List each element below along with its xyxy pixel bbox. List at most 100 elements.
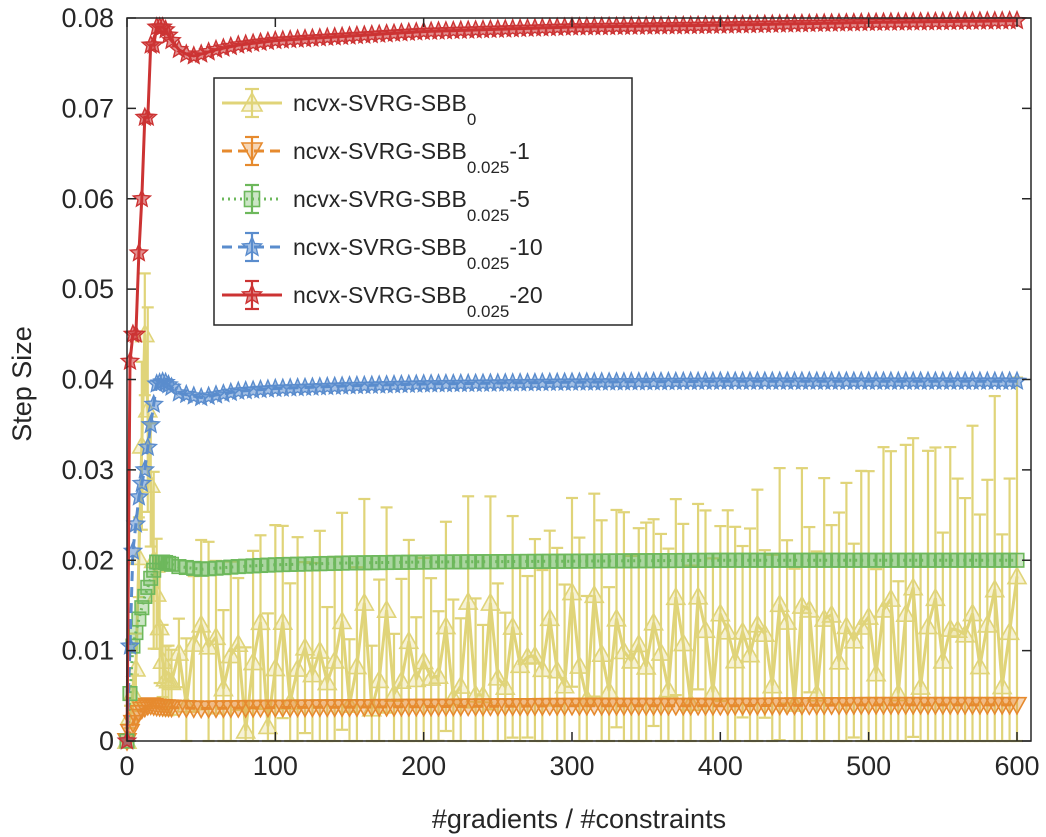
legend-entry-4: ncvx-SVRG-SBB0.025-20 (222, 279, 543, 321)
y-tick-label: 0 (99, 726, 114, 756)
data-point (880, 588, 902, 607)
data-point (665, 586, 687, 606)
data-point (131, 472, 153, 493)
data-point (895, 603, 917, 623)
data-point (294, 636, 316, 656)
data-point (672, 632, 694, 652)
legend-label: ncvx-SVRG-SBB0.025-10 (293, 234, 543, 273)
data-point (695, 619, 716, 639)
data-point (954, 623, 976, 643)
series-0 (116, 272, 1028, 749)
series-1 (116, 696, 1028, 752)
legend-label: ncvx-SVRG-SBB0.025-20 (293, 282, 543, 321)
data-point (873, 599, 894, 618)
data-point (435, 615, 457, 635)
data-point (999, 621, 1020, 641)
legend-label: ncvx-SVRG-SBB0 (293, 90, 476, 129)
data-point (119, 350, 141, 371)
data-point (991, 675, 1013, 695)
data-point (346, 655, 368, 675)
data-point (769, 593, 791, 613)
data-point (161, 671, 182, 691)
data-point (606, 607, 627, 627)
data-point (302, 663, 323, 683)
y-tick-label: 0.06 (61, 184, 114, 214)
legend-label: ncvx-SVRG-SBB0.025-1 (293, 138, 530, 177)
data-point (143, 34, 165, 54)
data-point (368, 669, 390, 689)
y-tick-label: 0.08 (61, 3, 114, 33)
data-point (309, 640, 331, 659)
data-point (761, 674, 783, 694)
y-tick-label: 0.05 (61, 274, 114, 304)
legend-label: ncvx-SVRG-SBB0.025-5 (293, 186, 530, 225)
data-point (442, 686, 464, 706)
data-point (902, 576, 924, 596)
data-point (235, 720, 257, 739)
data-point (183, 633, 205, 652)
data-point (687, 585, 709, 605)
data-point (717, 620, 739, 640)
y-axis-label: Step Size (7, 326, 37, 442)
data-point (220, 644, 242, 664)
series-2 (119, 552, 1025, 749)
data-point (850, 616, 872, 635)
data-point (798, 599, 820, 618)
series-line (125, 558, 1017, 742)
legend: ncvx-SVRG-SBB0 ncvx-SVRG-SBB0.025-1 ncvx-S… (213, 77, 633, 326)
legend-entry-1: ncvx-SVRG-SBB0.025-1 (222, 135, 530, 177)
data-point (190, 614, 212, 633)
data-point (747, 613, 768, 633)
data-point (420, 667, 442, 686)
legend-marker (240, 283, 264, 305)
data-point (858, 606, 880, 625)
data-point (405, 668, 427, 688)
data-point (128, 486, 150, 506)
data-point (1006, 696, 1028, 716)
series-3 (116, 370, 1028, 750)
legend-marker (240, 91, 264, 112)
data-point (391, 670, 412, 690)
data-point (131, 611, 147, 627)
data-point (732, 621, 753, 640)
data-point (569, 655, 590, 674)
data-point (843, 629, 865, 649)
data-point (709, 602, 731, 622)
data-point (324, 650, 346, 669)
data-point (137, 106, 159, 127)
data-point (546, 659, 568, 679)
legend-marker (243, 190, 261, 208)
data-point (724, 649, 746, 669)
data-point (257, 715, 279, 735)
legend-entry-0: ncvx-SVRG-SBB0 (222, 87, 476, 129)
data-point (524, 645, 546, 664)
data-point (457, 591, 479, 610)
data-point (331, 610, 353, 630)
x-tick-label: 600 (994, 751, 1039, 781)
legend-marker (240, 235, 264, 257)
data-point (168, 642, 190, 661)
data-point (776, 611, 798, 630)
series-layer (116, 9, 1028, 752)
data-point (272, 611, 294, 631)
x-tick-label: 0 (119, 751, 134, 781)
data-point (494, 676, 516, 695)
data-point (413, 650, 435, 670)
data-point (480, 592, 501, 611)
data-point (984, 578, 1006, 598)
data-point (643, 611, 664, 631)
data-point (450, 675, 472, 694)
data-point (836, 615, 857, 635)
data-point (242, 651, 264, 671)
data-point (828, 650, 850, 670)
data-point (264, 657, 286, 677)
data-point (561, 581, 583, 601)
data-point (976, 614, 998, 633)
series-line (125, 703, 1017, 742)
y-tick-label: 0.07 (61, 93, 114, 123)
x-tick-label: 400 (698, 751, 743, 781)
legend-marker (240, 142, 264, 163)
data-point (287, 658, 308, 677)
data-point (865, 662, 887, 682)
